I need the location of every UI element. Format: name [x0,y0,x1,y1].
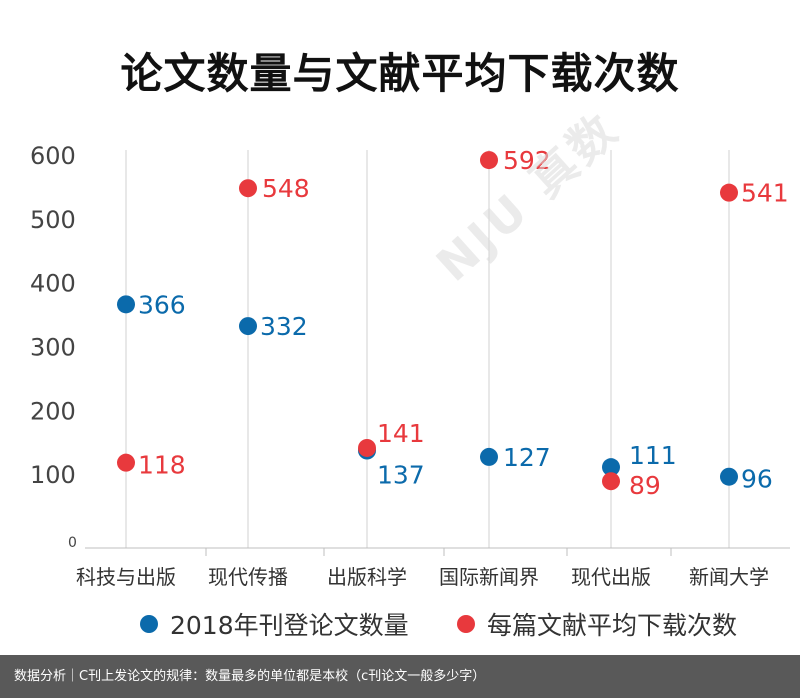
data-label: 366 [138,290,186,319]
data-point [720,467,738,486]
data-label: 541 [741,179,789,208]
y-tick-label: 600 [30,142,76,170]
legend-red-label: 每篇文献平均下载次数 [487,611,738,640]
data-point [239,317,257,336]
data-point [480,151,498,170]
x-tick-label: 出版科学 [327,565,407,589]
y-tick-label: 500 [30,206,76,234]
data-label: 89 [629,471,661,500]
y-tick-label: 100 [30,461,76,489]
chart-plot-area: 0 100 200 300 400 500 600 科技与出版 现代传播 出版科学 国际新闻界 现代出… [30,142,790,589]
data-label: 141 [377,419,425,448]
legend-red-dot-icon [457,615,475,633]
data-point [602,458,620,477]
y-tick-label: 400 [30,270,76,298]
chart-title: 论文数量与文献平均下载次数 [120,49,680,98]
data-label: 332 [260,312,308,341]
data-label: 548 [262,174,310,203]
x-tick-label: 国际新闻界 [439,565,539,589]
y-tick-label: 300 [30,334,76,362]
data-point [117,295,135,314]
data-point [117,453,135,472]
data-point [720,183,738,202]
data-label: 111 [629,441,677,470]
data-point [358,438,376,457]
y-tick-label: 200 [30,397,76,425]
data-label: 96 [741,465,773,494]
legend-item-blue: 2018年刊登论文数量 [140,606,409,642]
legend-blue-dot-icon [140,615,158,633]
data-point [480,447,498,466]
data-label: 118 [138,451,186,480]
data-label: 137 [377,461,425,490]
x-tick-label: 现代出版 [571,565,651,589]
x-tick-label: 现代传播 [208,565,288,589]
footer-caption: 数据分析｜C刊上发论文的规律：数量最多的单位都是本校（c刊论文一般多少字） [0,655,800,698]
data-point [239,179,257,198]
legend-item-red: 每篇文献平均下载次数 [457,606,737,642]
x-tick-label: 新闻大学 [689,565,769,589]
legend-blue-label: 2018年刊登论文数量 [170,611,409,640]
x-tick-label: 科技与出版 [76,565,176,589]
y-tick-label: 0 [68,535,77,551]
legend: 2018年刊登论文数量 每篇文献平均下载次数 [0,606,800,642]
data-label: 592 [503,146,551,175]
data-label: 127 [503,443,551,472]
data-point [602,472,620,491]
